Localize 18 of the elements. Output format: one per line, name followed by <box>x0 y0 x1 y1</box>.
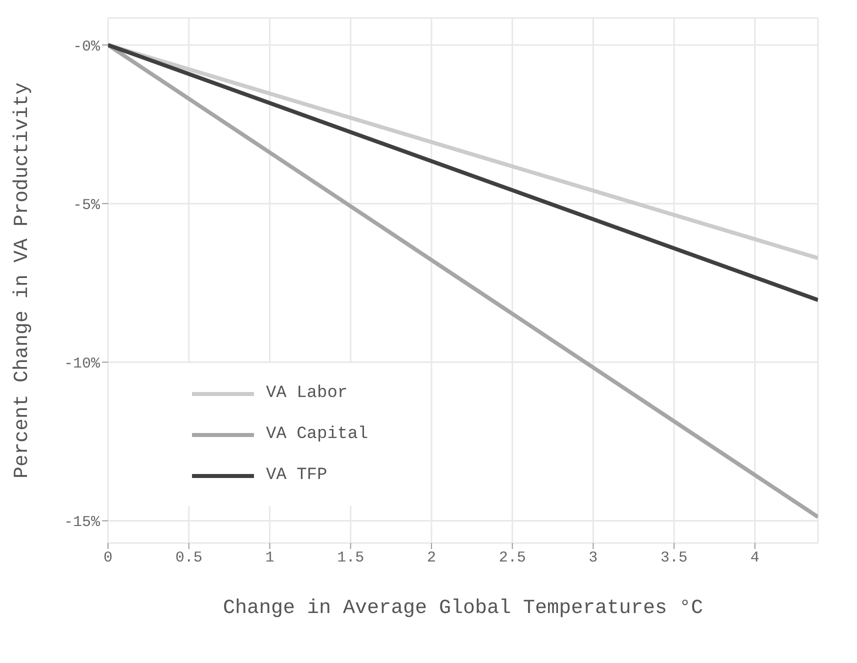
x-tick-label: 1 <box>265 550 274 567</box>
x-tick-label: 0 <box>103 550 113 567</box>
legend-label: VA Capital <box>266 425 368 444</box>
x-tick-label: 3.5 <box>660 550 688 567</box>
y-axis-title: Percent Change in VA Productivity <box>11 82 34 479</box>
x-tick-label: 2 <box>426 550 436 567</box>
x-tick-label: 3 <box>588 550 598 567</box>
x-tick-label: 4 <box>750 550 760 567</box>
legend-label: VA Labor <box>266 384 348 403</box>
x-axis-title: Change in Average Global Temperatures °C <box>222 597 704 620</box>
y-tick-label: -5% <box>72 196 101 214</box>
x-tick-label: 1.5 <box>337 550 364 567</box>
y-tick-label: -15% <box>64 514 101 532</box>
legend-label: VA TFP <box>266 466 328 485</box>
x-tick-label: 0.5 <box>175 550 202 567</box>
y-tick-label: -0% <box>72 38 101 56</box>
y-tick-label: -10% <box>64 356 101 373</box>
x-tick-label: 2.5 <box>498 550 526 567</box>
